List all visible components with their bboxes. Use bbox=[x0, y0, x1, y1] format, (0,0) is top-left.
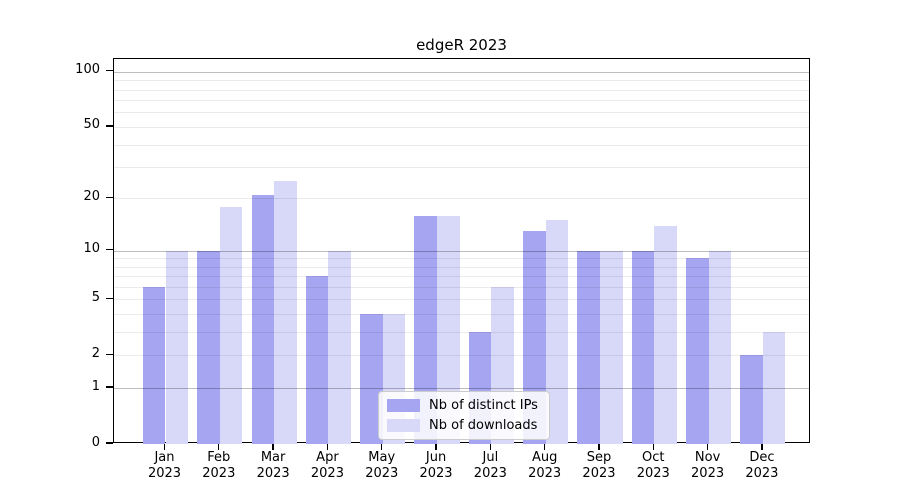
gridline-minor bbox=[114, 167, 809, 169]
legend-label-downloads: Nb of downloads bbox=[429, 418, 538, 433]
bar-downloads bbox=[219, 206, 243, 444]
chart-title: edgeR 2023 bbox=[416, 36, 507, 54]
y-tick-label: 100 bbox=[75, 62, 100, 78]
x-tick-label: May 2023 bbox=[365, 450, 399, 481]
x-tick bbox=[489, 444, 492, 450]
bar-downloads bbox=[165, 250, 189, 444]
y-tick-label: 50 bbox=[83, 117, 100, 133]
x-tick-label: Jan 2023 bbox=[147, 450, 182, 481]
bar-downloads bbox=[708, 250, 732, 444]
bar-distinct-ips bbox=[251, 194, 275, 444]
bar-distinct-ips bbox=[197, 250, 220, 444]
plot-area bbox=[113, 58, 810, 444]
gridline-minor bbox=[114, 276, 809, 278]
gridline-minor bbox=[114, 112, 809, 114]
gridline-minor bbox=[114, 198, 809, 200]
y-tick bbox=[106, 196, 113, 199]
y-tick bbox=[106, 353, 113, 356]
y-tick bbox=[106, 297, 113, 300]
gridline-minor bbox=[114, 258, 809, 260]
bar-downloads bbox=[654, 225, 677, 444]
x-tick bbox=[652, 444, 654, 450]
bar-downloads bbox=[274, 181, 297, 444]
gridline-minor bbox=[114, 332, 809, 334]
legend-swatch-distinct-ips bbox=[387, 399, 420, 412]
x-tick bbox=[543, 444, 546, 450]
x-tick-label: Dec 2023 bbox=[745, 450, 779, 481]
gridline-minor bbox=[114, 89, 809, 91]
x-tick bbox=[706, 444, 709, 450]
y-tick-label: 20 bbox=[83, 188, 100, 204]
gridline-minor bbox=[114, 80, 809, 82]
legend-label-distinct-ips: Nb of distinct IPs bbox=[429, 398, 538, 413]
legend-entry-distinct-ips: Nb of distinct IPs bbox=[387, 398, 538, 413]
x-tick bbox=[381, 444, 383, 450]
x-tick-label: Jul 2023 bbox=[473, 450, 507, 481]
x-tick bbox=[598, 444, 600, 450]
x-tick bbox=[218, 444, 220, 450]
gridline-major bbox=[114, 250, 809, 252]
bar-distinct-ips bbox=[305, 276, 329, 444]
x-tick-label: Feb 2023 bbox=[202, 450, 236, 481]
x-tick-label: Nov 2023 bbox=[691, 450, 725, 481]
bar-distinct-ips bbox=[360, 314, 383, 444]
x-tick-label: Sep 2023 bbox=[582, 450, 616, 481]
y-tick-label: 2 bbox=[91, 345, 100, 361]
grid-layer bbox=[114, 59, 809, 442]
gridline-minor bbox=[114, 355, 809, 357]
bar-distinct-ips bbox=[685, 258, 709, 444]
x-tick-label: Aug 2023 bbox=[528, 450, 562, 481]
gridline-minor bbox=[114, 144, 809, 146]
x-tick bbox=[272, 444, 274, 450]
bar-downloads bbox=[328, 250, 352, 444]
y-tick-label: 5 bbox=[91, 289, 100, 305]
legend: Nb of distinct IPs Nb of downloads bbox=[378, 391, 550, 440]
gridline-minor bbox=[114, 100, 809, 102]
bar-downloads bbox=[599, 250, 623, 444]
bar-downloads bbox=[762, 332, 786, 444]
bar-distinct-ips bbox=[577, 250, 600, 444]
gridline-major bbox=[114, 388, 809, 390]
y-tick bbox=[106, 442, 113, 444]
x-tick bbox=[163, 444, 166, 450]
y-tick bbox=[106, 386, 113, 388]
bar-downloads bbox=[437, 215, 460, 444]
x-tick-label: Oct 2023 bbox=[636, 450, 670, 481]
bar-distinct-ips bbox=[142, 287, 166, 444]
legend-swatch-downloads bbox=[387, 419, 420, 432]
gridline-minor bbox=[114, 314, 809, 316]
x-tick-label: Apr 2023 bbox=[310, 450, 344, 481]
x-tick bbox=[326, 444, 329, 450]
gridline-major bbox=[114, 71, 809, 73]
gridline-minor bbox=[114, 287, 809, 289]
gridline-minor bbox=[114, 126, 809, 128]
y-tick-label: 0 bbox=[91, 434, 100, 450]
y-tick-label: 10 bbox=[83, 241, 100, 257]
legend-entry-downloads: Nb of downloads bbox=[387, 418, 538, 433]
gridline-minor bbox=[114, 299, 809, 301]
y-tick bbox=[106, 248, 113, 251]
x-tick bbox=[435, 444, 437, 450]
bar-distinct-ips bbox=[414, 215, 438, 444]
gridline-minor bbox=[114, 266, 809, 268]
bar-distinct-ips bbox=[523, 231, 546, 444]
bar-downloads bbox=[545, 220, 569, 444]
y-tick-label: 1 bbox=[91, 378, 100, 394]
x-tick bbox=[761, 444, 763, 450]
y-tick bbox=[106, 125, 113, 127]
bar-distinct-ips bbox=[740, 355, 763, 444]
x-tick-label: Jun 2023 bbox=[419, 450, 453, 481]
x-tick-label: Mar 2023 bbox=[256, 450, 290, 481]
y-tick bbox=[106, 70, 113, 72]
bar-distinct-ips bbox=[631, 250, 655, 444]
